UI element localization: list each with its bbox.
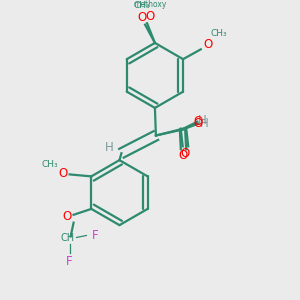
Text: O: O (181, 147, 190, 160)
Text: H: H (198, 114, 207, 127)
Text: O: O (137, 11, 147, 24)
Text: F: F (66, 255, 73, 268)
Text: O: O (193, 115, 203, 128)
Text: H: H (200, 117, 208, 130)
Text: CH₃: CH₃ (42, 160, 58, 169)
Text: O: O (146, 10, 154, 23)
Text: O: O (203, 38, 212, 51)
Text: O: O (179, 149, 188, 162)
Text: CH: CH (61, 233, 75, 243)
Text: F: F (92, 229, 99, 242)
Text: H: H (105, 141, 114, 154)
Text: O: O (62, 210, 71, 223)
Text: O: O (58, 167, 68, 180)
Text: methoxy: methoxy (133, 0, 167, 9)
Text: O: O (194, 117, 203, 130)
Text: CH₃: CH₃ (134, 1, 150, 10)
Text: CH₃: CH₃ (210, 29, 227, 38)
